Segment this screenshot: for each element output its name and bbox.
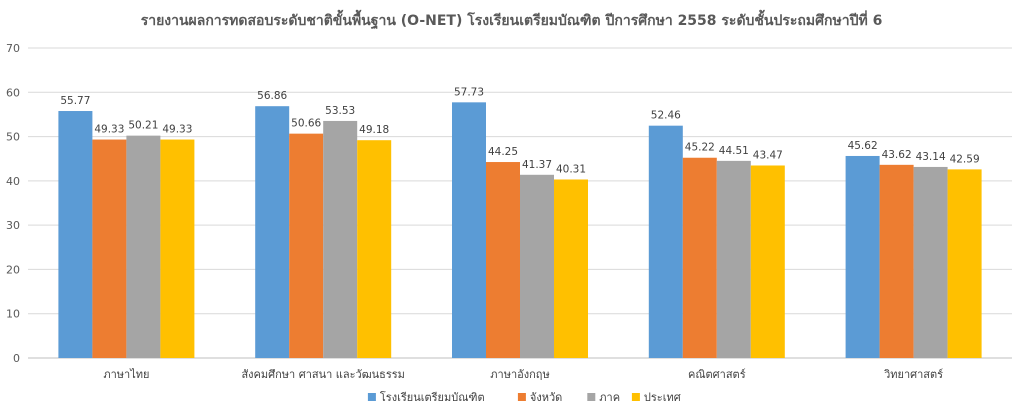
bar [58, 111, 93, 358]
bar [452, 102, 486, 359]
x-tick-label: สังคมศึกษา ศาสนา และวัฒนธรรม [241, 368, 404, 381]
legend-label: ประเทศ [644, 391, 681, 404]
bar [323, 120, 358, 358]
bar [682, 157, 717, 358]
x-tick-label: ภาษาอังกฤษ [490, 368, 549, 381]
bar [520, 174, 554, 358]
x-tick-label: คณิตศาสตร์ [688, 368, 746, 381]
bar [92, 139, 127, 358]
data-label: 45.62 [848, 140, 878, 152]
data-label: 43.14 [916, 151, 946, 163]
x-tick-label: วิทยาศาสตร์ [883, 368, 943, 381]
y-tick-label: 50 [6, 131, 20, 144]
legend-label: ภาค [599, 391, 620, 404]
bar [255, 106, 290, 358]
y-tick-label: 60 [6, 86, 20, 99]
y-tick-label: 40 [6, 175, 20, 188]
bar [160, 139, 195, 358]
legend-swatch [631, 393, 640, 401]
bar [947, 169, 982, 358]
data-label: 45.22 [685, 142, 715, 154]
data-label: 49.33 [94, 124, 124, 136]
legend-swatch [517, 393, 526, 401]
y-tick-label: 30 [6, 219, 20, 232]
y-tick-label: 0 [13, 352, 20, 365]
data-label: 40.31 [556, 163, 586, 175]
data-label: 56.86 [257, 90, 287, 102]
data-label: 43.47 [753, 149, 783, 161]
x-tick-label: ภาษาไทย [103, 368, 149, 381]
chart-title: รายงานผลการทดสอบระดับชาติขั้นพื้นฐาน (O-… [140, 13, 883, 29]
y-tick-label: 10 [6, 308, 20, 321]
data-label: 55.77 [60, 95, 90, 107]
bar [913, 166, 948, 358]
bar [648, 125, 683, 358]
bar [486, 162, 520, 358]
bar [716, 160, 751, 358]
data-label: 53.53 [325, 105, 355, 117]
data-label: 57.73 [454, 86, 484, 98]
y-tick-label: 70 [6, 42, 20, 55]
legend-swatch [367, 393, 376, 401]
data-label: 43.62 [882, 149, 912, 161]
bar [357, 140, 392, 358]
data-label: 49.33 [162, 124, 192, 136]
data-label: 41.37 [522, 159, 552, 171]
data-label: 49.18 [359, 124, 389, 136]
bar [126, 135, 161, 358]
bar [879, 164, 914, 358]
data-label: 52.46 [651, 110, 681, 122]
bar [554, 179, 588, 358]
bar [845, 155, 880, 358]
data-label: 44.51 [719, 145, 749, 157]
data-label: 50.66 [291, 118, 321, 130]
y-tick-label: 20 [6, 263, 20, 276]
data-label: 42.59 [950, 153, 980, 165]
data-label: 44.25 [488, 146, 518, 158]
legend-swatch [587, 393, 596, 401]
legend-label: จังหวัด [530, 391, 562, 404]
bar [750, 165, 785, 358]
bar [289, 133, 324, 358]
legend-label: โรงเรียนเตรียมบัณฑิต [380, 390, 485, 404]
data-label: 50.21 [128, 120, 158, 132]
